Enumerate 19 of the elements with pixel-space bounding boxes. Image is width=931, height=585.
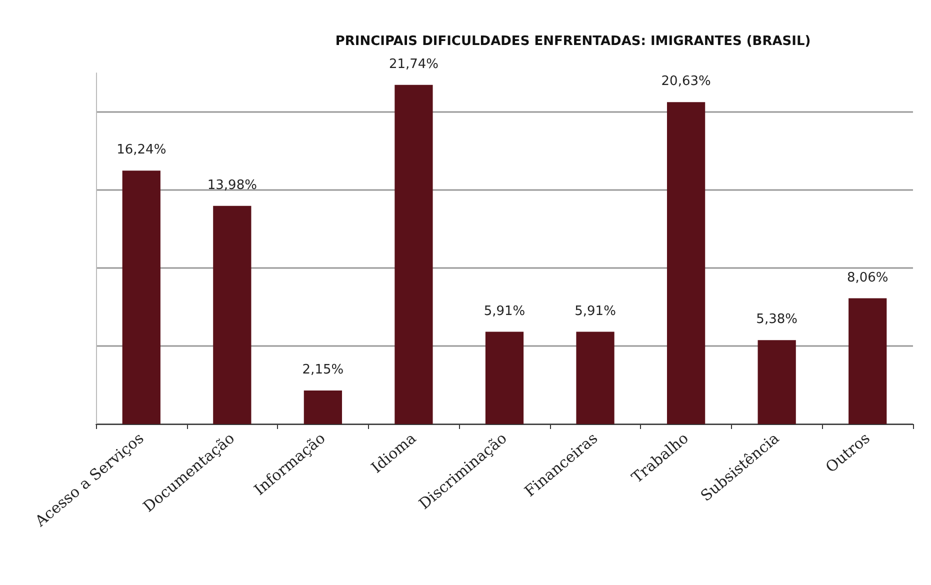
data-label: 13,98% [207, 178, 257, 193]
bar [485, 332, 524, 424]
data-label: 16,24% [116, 142, 166, 158]
bar [576, 332, 614, 424]
data-label: 2,15% [302, 362, 344, 378]
data-label: 5,38% [756, 312, 798, 328]
bar [666, 102, 706, 424]
data-label: 5,91% [574, 304, 616, 319]
data-label: 5,91% [484, 304, 526, 319]
bar [848, 298, 887, 424]
bar [122, 170, 160, 424]
data-label: 21,74% [388, 56, 439, 72]
bar [758, 340, 796, 424]
bar [394, 84, 433, 424]
data-label: 20,63% [661, 74, 711, 90]
bar [304, 390, 342, 424]
data-label: 8,06% [846, 270, 888, 286]
bar [213, 206, 252, 424]
chart-title: PRINCIPAIS DIFICULDADES ENFRENTADAS: IMIGRANTES (BRASIL) [335, 34, 811, 49]
